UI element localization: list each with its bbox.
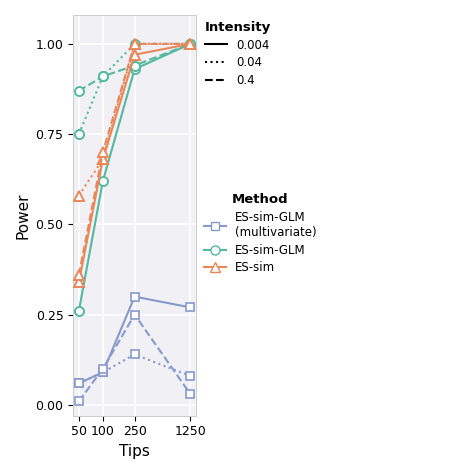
Legend: ES-sim-GLM
(multivariate), ES-sim-GLM, ES-sim: ES-sim-GLM (multivariate), ES-sim-GLM, E… (204, 193, 317, 274)
X-axis label: Tips: Tips (119, 444, 150, 459)
Y-axis label: Power: Power (15, 192, 30, 238)
